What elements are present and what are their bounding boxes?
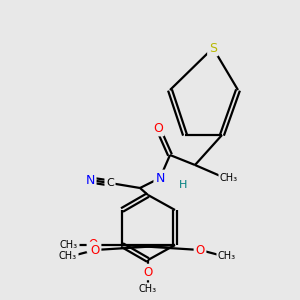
Text: CH₃: CH₃ — [139, 284, 157, 294]
Text: N: N — [85, 173, 95, 187]
Text: CH₃: CH₃ — [59, 251, 77, 261]
Text: N: N — [155, 172, 165, 184]
Text: CH₃: CH₃ — [60, 240, 78, 250]
Text: O: O — [143, 266, 153, 278]
Text: O: O — [153, 122, 163, 134]
Text: O: O — [195, 244, 205, 256]
Text: O: O — [90, 244, 100, 256]
Text: O: O — [88, 238, 98, 251]
Text: CH₃: CH₃ — [220, 173, 238, 183]
Text: CH₃: CH₃ — [218, 251, 236, 261]
Text: S: S — [209, 41, 217, 55]
Text: C: C — [106, 178, 114, 188]
Text: H: H — [179, 180, 187, 190]
